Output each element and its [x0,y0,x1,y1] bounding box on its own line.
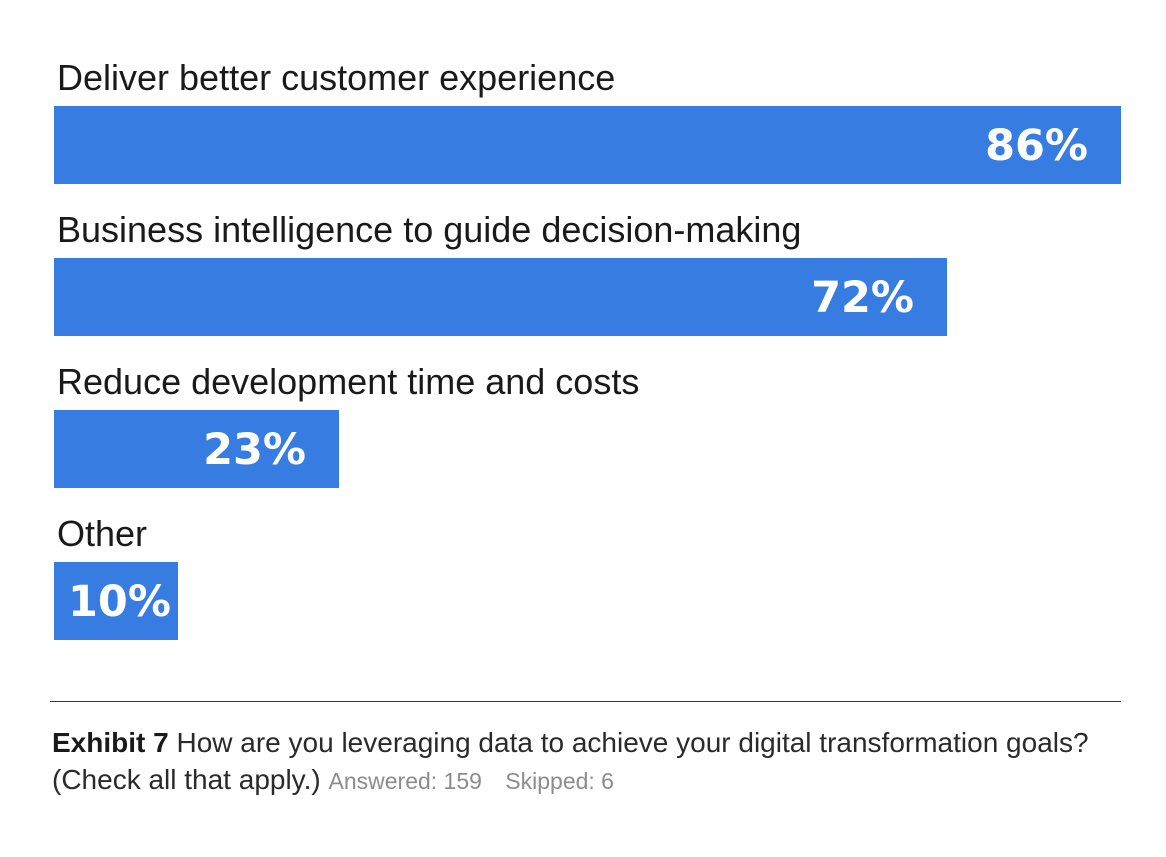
bar-value-label: 23% [203,425,306,475]
exhibit-number: Exhibit 7 [52,727,169,758]
bar-chart: Deliver better customer experience 86% Bus… [54,57,1121,640]
category-label: Reduce development time and costs [57,361,639,402]
bar-value-label: 10% [68,577,171,627]
category-label: Other [57,513,147,554]
category-label: Business intelligence to guide decision-… [57,209,801,250]
bar [54,258,947,336]
answered-count: Answered: 159 [328,768,482,794]
survey-question: How are you leveraging data to achieve y… [52,727,1089,795]
bar-value-label: 72% [811,273,914,323]
bar [54,106,1121,184]
caption-divider [50,701,1121,702]
bar [54,562,178,640]
bar-value-label: 86% [985,121,1088,171]
bar [54,410,339,488]
category-label: Deliver better customer experience [57,57,615,98]
skipped-count: Skipped: 6 [505,768,614,794]
chart-caption: Exhibit 7 How are you leveraging data to… [52,724,1132,800]
